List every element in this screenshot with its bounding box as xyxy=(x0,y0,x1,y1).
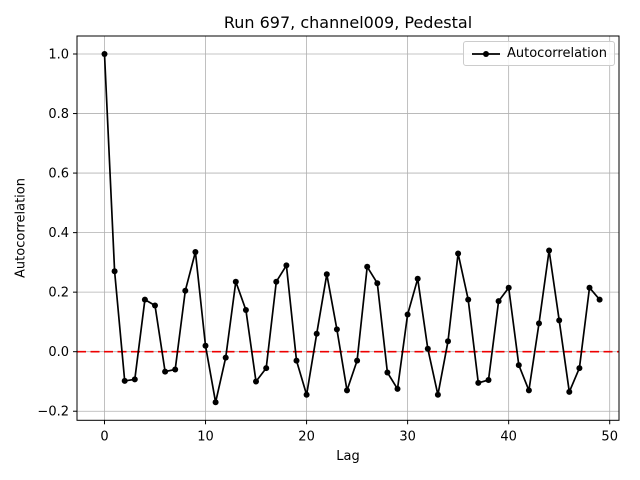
data-point xyxy=(111,268,118,275)
data-point xyxy=(323,271,330,278)
data-point xyxy=(333,326,340,333)
data-point xyxy=(414,275,421,282)
data-point xyxy=(515,362,522,369)
data-point xyxy=(455,250,462,257)
y-axis-label: Autocorrelation xyxy=(13,178,29,278)
legend-line-sample-icon xyxy=(472,50,500,57)
data-point xyxy=(222,354,229,361)
x-tick-label: 0 xyxy=(100,429,108,444)
x-tick-label: 10 xyxy=(197,429,214,444)
y-tick-label: 0.6 xyxy=(48,167,69,182)
y-tick-label: 0.2 xyxy=(48,286,69,301)
y-tick-label: 1.0 xyxy=(48,48,69,63)
data-point xyxy=(424,345,431,352)
data-point xyxy=(404,311,411,318)
y-tick-label: −0.2 xyxy=(37,405,69,420)
x-tick-label: 40 xyxy=(500,429,517,444)
data-point xyxy=(596,296,603,303)
data-point xyxy=(141,296,148,303)
data-point xyxy=(192,249,199,255)
data-point xyxy=(495,298,502,305)
data-point xyxy=(263,365,270,372)
data-point xyxy=(556,317,563,324)
axes-border xyxy=(76,35,620,421)
legend-label: Autocorrelation xyxy=(507,46,607,61)
data-point xyxy=(212,399,219,406)
data-point xyxy=(101,51,108,57)
data-point xyxy=(303,391,310,398)
x-tick-label: 50 xyxy=(601,429,618,444)
data-point xyxy=(172,366,179,373)
data-point xyxy=(576,365,583,372)
x-tick-label: 20 xyxy=(298,429,315,444)
y-tick-label: 0.0 xyxy=(48,345,69,360)
data-point xyxy=(273,278,280,285)
data-point xyxy=(546,247,553,254)
chart-title: Run 697, channel009, Pedestal xyxy=(223,13,473,32)
y-tick-label: 0.4 xyxy=(48,226,69,241)
data-point xyxy=(313,330,320,337)
data-point xyxy=(586,284,593,291)
autocorrelation-line xyxy=(103,53,601,404)
y-tick-label: 0.8 xyxy=(48,107,69,122)
data-point xyxy=(182,287,189,294)
data-point xyxy=(364,263,371,270)
data-point xyxy=(293,357,300,364)
data-point xyxy=(131,376,138,383)
data-point xyxy=(394,385,401,392)
data-point xyxy=(505,284,512,291)
data-point xyxy=(566,388,573,395)
data-point xyxy=(354,357,361,364)
data-point xyxy=(525,387,532,394)
data-point xyxy=(242,307,249,313)
legend: Autocorrelation xyxy=(463,41,615,66)
data-point xyxy=(465,296,472,303)
data-point xyxy=(253,378,259,385)
data-point xyxy=(485,377,492,383)
data-point xyxy=(384,369,391,376)
data-point xyxy=(232,278,239,285)
data-point xyxy=(434,391,441,398)
data-point xyxy=(152,302,158,309)
data-point xyxy=(536,320,542,327)
data-point xyxy=(445,338,451,345)
data-point xyxy=(344,387,350,394)
data-point xyxy=(475,379,482,386)
data-point xyxy=(162,368,169,375)
data-point xyxy=(121,377,128,384)
x-tick-label: 30 xyxy=(399,429,416,444)
data-point xyxy=(283,262,290,269)
data-point xyxy=(374,280,381,287)
data-point xyxy=(202,342,209,349)
x-axis-label: Lag xyxy=(336,449,360,464)
